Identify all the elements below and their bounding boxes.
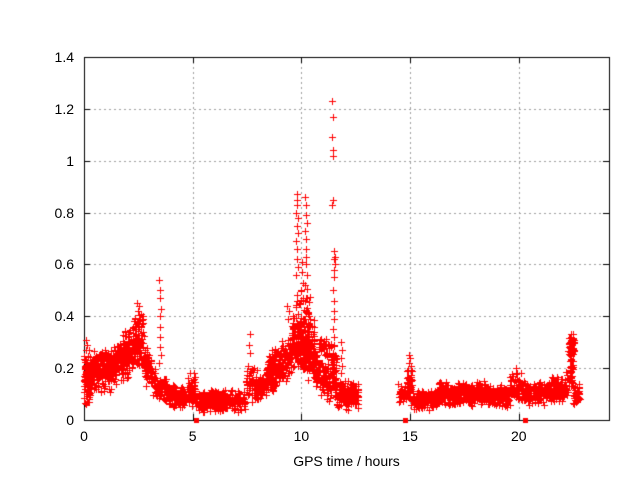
x-tick-label: 10 — [293, 428, 310, 444]
y-tick-label: 0.6 — [54, 256, 74, 273]
x-axis-label: GPS time / hours — [293, 453, 400, 469]
y-tick-label: 1.2 — [54, 100, 74, 117]
y-tick-label: 1 — [66, 152, 74, 169]
y-tick-label: 0.4 — [54, 308, 74, 325]
y-tick-label: 0 — [66, 412, 74, 428]
x-tick-label: 5 — [188, 428, 197, 444]
x-tick-label: 20 — [510, 428, 527, 444]
y-tick-label: 1.4 — [54, 49, 74, 65]
x-tick-label: 0 — [80, 428, 88, 444]
y-tick-label: 0.2 — [54, 360, 74, 377]
x-tick-label: 15 — [402, 428, 418, 444]
y-tick-label: 0.8 — [54, 204, 74, 221]
